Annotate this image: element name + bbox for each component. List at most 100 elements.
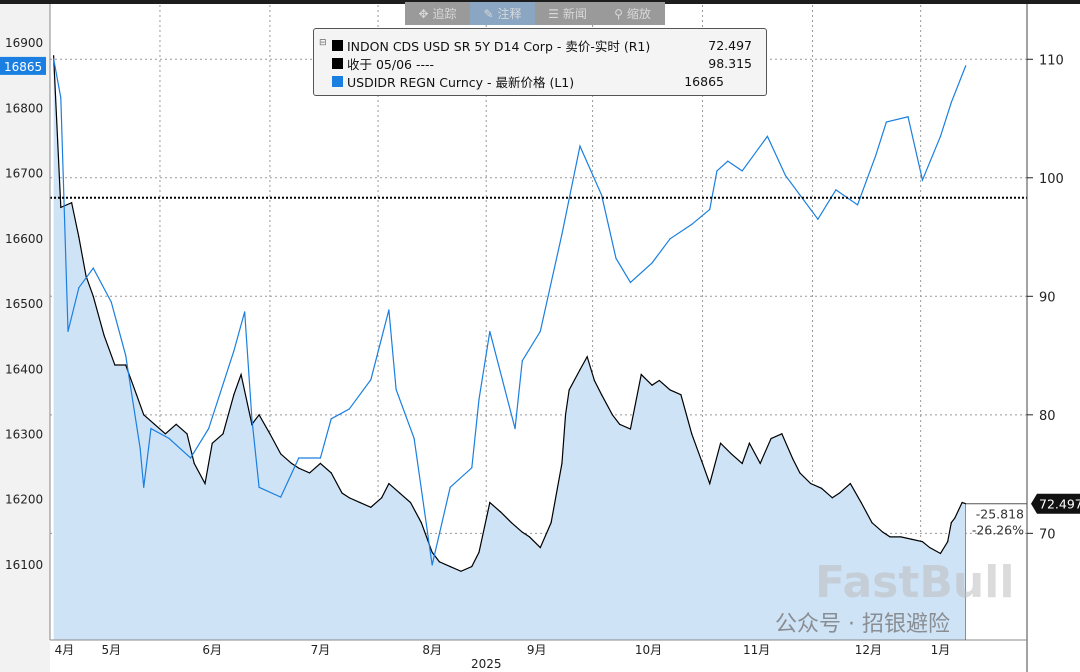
cds-point <box>319 462 321 465</box>
cds-point <box>701 462 704 465</box>
left-tick-label: 16600 <box>5 232 43 246</box>
idr-point <box>965 65 967 67</box>
cds-point <box>359 501 361 504</box>
collapse-icon[interactable]: ⊟ <box>319 38 327 48</box>
idr-point <box>629 281 632 284</box>
cds-point <box>348 497 350 499</box>
cds-point <box>882 531 884 533</box>
idr-point <box>561 233 563 235</box>
right-tick-label: 70 <box>1039 527 1056 542</box>
idr-point <box>298 457 300 459</box>
idr-point <box>471 467 473 469</box>
idr-point <box>856 204 859 206</box>
pencil-icon: ✎ <box>483 6 494 21</box>
idr-point <box>190 457 192 459</box>
month-label: 5月 <box>101 643 121 657</box>
track-button[interactable]: ✥ 追踪 <box>418 6 457 22</box>
cds-last-value: 72.497 <box>1039 497 1080 512</box>
cds-point <box>860 501 862 504</box>
cds-point <box>961 501 963 504</box>
cds-point <box>947 541 949 543</box>
cds-point <box>438 561 440 563</box>
cds-point <box>71 202 73 204</box>
cds-point <box>370 506 372 508</box>
idr-point <box>67 330 69 333</box>
crosshair-icon: ✥ <box>418 6 429 21</box>
cds-point <box>528 536 531 538</box>
idr-point <box>615 257 617 259</box>
cds-point <box>381 497 383 499</box>
idr-point <box>817 218 819 220</box>
month-label: 7月 <box>311 643 331 657</box>
cds-point <box>510 522 513 524</box>
idr-point <box>53 58 55 60</box>
cds-point <box>831 497 833 499</box>
idr-point <box>139 447 141 449</box>
legend-item-idr[interactable]: USDIDR REGN Curncy - 最新价格 (L1) 16865 <box>332 72 758 90</box>
cds-point <box>799 472 801 474</box>
cds-point <box>680 394 682 396</box>
cds-point <box>619 423 621 425</box>
cds-point <box>471 565 473 568</box>
cds-point <box>770 437 772 440</box>
idr-point <box>741 170 743 172</box>
idr-point <box>514 428 516 430</box>
cds-point <box>669 389 671 391</box>
idr-point <box>60 97 62 99</box>
news-icon: ☰ <box>548 6 559 21</box>
cds-point <box>539 546 541 549</box>
news-button[interactable]: ☰ 新闻 <box>548 6 587 22</box>
cds-series-line <box>53 55 966 572</box>
idr-point <box>950 101 952 104</box>
cds-point <box>103 334 105 337</box>
idr-point <box>319 457 321 459</box>
cds-point <box>748 442 751 444</box>
cds-point <box>600 394 603 396</box>
month-label: 8月 <box>422 643 442 657</box>
idr-point <box>885 121 887 123</box>
idr-point <box>92 267 94 269</box>
legend-item-reference[interactable]: 收于 05/06 ---- 98.315 <box>332 54 758 72</box>
idr-point <box>348 408 350 410</box>
left-tick-label: 16900 <box>5 36 43 50</box>
cds-point <box>611 414 614 416</box>
cds-point <box>399 492 401 494</box>
cds-point <box>781 433 783 435</box>
right-tick-label: 90 <box>1039 290 1056 305</box>
cds-point <box>330 472 332 474</box>
cds-point <box>420 522 422 524</box>
cds-point <box>204 482 206 485</box>
cds-point <box>280 453 282 455</box>
idr-point <box>431 564 433 566</box>
cds-point <box>900 536 902 538</box>
cds-point <box>564 414 567 416</box>
idr-point <box>478 398 480 400</box>
idr-point <box>907 116 909 118</box>
cds-point <box>792 458 794 460</box>
idr-point <box>600 194 603 196</box>
cds-point <box>233 394 235 396</box>
cds-point <box>341 492 343 494</box>
idr-point <box>330 418 332 420</box>
cds-point <box>135 394 138 396</box>
cds-point <box>269 433 271 435</box>
cds-point <box>820 487 823 489</box>
right-axis-panel <box>1027 0 1080 672</box>
month-label: 1月 <box>931 643 951 657</box>
idr-point <box>579 145 581 147</box>
cds-point <box>308 472 311 474</box>
idr-point <box>258 486 260 488</box>
chart-toolbar: ✥ 追踪 ✎ 注释 ☰ 新闻 ⚲ 缩放 <box>405 2 665 25</box>
legend-item-cds[interactable]: INDON CDS USD SR 5Y D14 Corp - 卖价-实时 (R1… <box>332 36 758 54</box>
month-label: 11月 <box>743 643 770 657</box>
right-tick-label: 100 <box>1039 172 1064 187</box>
idr-last-value: 16865 <box>4 60 42 74</box>
cds-point <box>290 462 293 465</box>
zoom-button[interactable]: ⚲ 缩放 <box>614 6 651 22</box>
cds-point <box>629 428 632 430</box>
cds-point <box>211 442 213 444</box>
idr-point <box>521 360 523 362</box>
cds-last-tag <box>1031 493 1080 514</box>
annotate-button[interactable]: ✎ 注释 <box>470 2 535 25</box>
